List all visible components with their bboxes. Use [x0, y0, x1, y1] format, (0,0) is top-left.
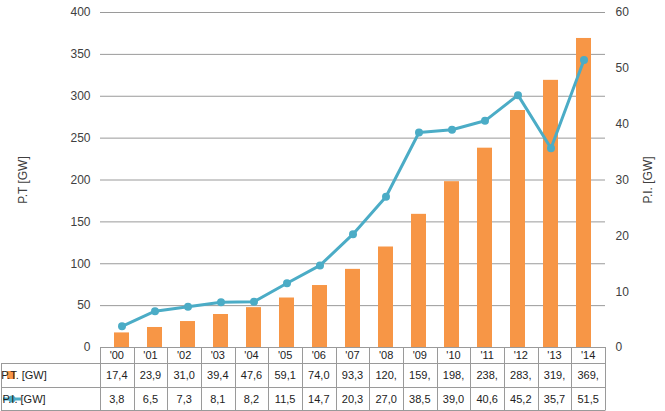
svg-text:11,5: 11,5 — [275, 393, 296, 405]
svg-text:'02: '02 — [177, 349, 191, 361]
svg-text:P.T [GW]: P.T [GW] — [16, 156, 30, 204]
svg-text:'01: '01 — [143, 349, 157, 361]
svg-text:P.I. [GW]: P.I. [GW] — [641, 156, 655, 203]
svg-text:319,: 319, — [544, 369, 565, 381]
svg-text:250: 250 — [70, 131, 90, 145]
svg-text:35,7: 35,7 — [544, 393, 565, 405]
svg-text:51,5: 51,5 — [577, 393, 598, 405]
svg-text:350: 350 — [70, 47, 90, 61]
svg-text:'05: '05 — [278, 349, 292, 361]
svg-text:369,: 369, — [577, 369, 598, 381]
svg-text:74,0: 74,0 — [308, 369, 329, 381]
svg-text:39,0: 39,0 — [443, 393, 464, 405]
svg-text:'00: '00 — [110, 349, 124, 361]
svg-text:39,4: 39,4 — [207, 369, 228, 381]
svg-text:300: 300 — [70, 89, 90, 103]
svg-text:8,2: 8,2 — [244, 393, 259, 405]
svg-text:'11: '11 — [480, 349, 494, 361]
svg-text:0: 0 — [616, 340, 623, 354]
svg-text:50: 50 — [77, 298, 91, 312]
svg-text:P.I. [GW]: P.I. [GW] — [2, 393, 45, 405]
svg-text:45,2: 45,2 — [510, 393, 531, 405]
svg-text:93,3: 93,3 — [342, 369, 363, 381]
svg-text:150: 150 — [70, 215, 90, 229]
svg-text:38,5: 38,5 — [409, 393, 430, 405]
svg-text:14,7: 14,7 — [308, 393, 329, 405]
svg-text:30: 30 — [616, 173, 630, 187]
svg-text:50: 50 — [616, 61, 630, 75]
svg-text:'10: '10 — [446, 349, 460, 361]
svg-text:23,9: 23,9 — [140, 369, 161, 381]
svg-text:6,5: 6,5 — [143, 393, 158, 405]
svg-text:27,0: 27,0 — [375, 393, 396, 405]
svg-text:'07: '07 — [345, 349, 359, 361]
svg-text:100: 100 — [70, 257, 90, 271]
svg-text:59,1: 59,1 — [274, 369, 295, 381]
svg-text:10: 10 — [616, 285, 630, 299]
svg-text:0: 0 — [84, 340, 91, 354]
svg-text:8,1: 8,1 — [210, 393, 225, 405]
svg-text:'13: '13 — [547, 349, 561, 361]
svg-text:198,: 198, — [443, 369, 464, 381]
svg-text:47,6: 47,6 — [241, 369, 262, 381]
svg-text:200: 200 — [70, 173, 90, 187]
svg-text:'04: '04 — [244, 349, 258, 361]
svg-text:'08: '08 — [379, 349, 393, 361]
svg-text:283,: 283, — [510, 369, 531, 381]
svg-text:20: 20 — [616, 229, 630, 243]
svg-text:P.T. [GW]: P.T. [GW] — [1, 369, 47, 381]
svg-text:20,3: 20,3 — [342, 393, 363, 405]
svg-text:'06: '06 — [312, 349, 326, 361]
svg-text:120,: 120, — [375, 369, 396, 381]
svg-text:400: 400 — [70, 5, 90, 19]
svg-text:7,3: 7,3 — [177, 393, 192, 405]
svg-text:40: 40 — [616, 117, 630, 131]
svg-text:'03: '03 — [211, 349, 225, 361]
svg-text:31,0: 31,0 — [173, 369, 194, 381]
svg-text:17,4: 17,4 — [106, 369, 127, 381]
svg-text:60: 60 — [616, 5, 630, 19]
svg-text:238,: 238, — [476, 369, 497, 381]
svg-text:'09: '09 — [413, 349, 427, 361]
svg-text:3,8: 3,8 — [109, 393, 124, 405]
svg-text:40,6: 40,6 — [476, 393, 497, 405]
svg-text:'12: '12 — [514, 349, 528, 361]
svg-text:159,: 159, — [409, 369, 430, 381]
svg-text:'14: '14 — [581, 349, 595, 361]
